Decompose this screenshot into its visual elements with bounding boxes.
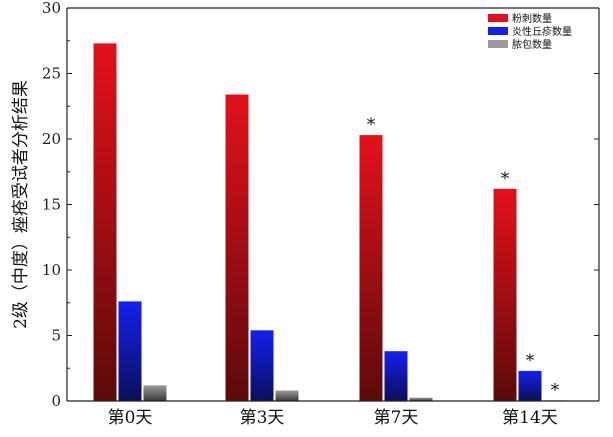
significance-marker: * bbox=[367, 115, 376, 135]
bar-2-3 bbox=[384, 351, 408, 401]
y-tick-label: 10 bbox=[42, 261, 61, 279]
bar-2-2 bbox=[250, 330, 274, 401]
y-axis-label: 2级（中度）痤疮受试者分析结果 bbox=[11, 80, 31, 329]
y-tick-label: 15 bbox=[42, 196, 61, 214]
legend-swatch bbox=[488, 27, 508, 35]
x-tick-label: 第14天 bbox=[502, 408, 558, 428]
x-tick-label: 第0天 bbox=[108, 408, 153, 428]
bar-2-1 bbox=[118, 301, 142, 401]
bar-1-4 bbox=[493, 188, 517, 401]
legend-label: 粉刺数量 bbox=[512, 12, 552, 25]
bar-1-3 bbox=[359, 135, 383, 401]
x-tick-label: 第7天 bbox=[374, 408, 419, 428]
significance-marker: * bbox=[526, 351, 535, 371]
legend-swatch bbox=[488, 40, 508, 48]
significance-marker: * bbox=[551, 380, 560, 400]
y-tick-label: 25 bbox=[42, 65, 61, 83]
bar-3-1 bbox=[143, 385, 167, 401]
bar-1-2 bbox=[225, 94, 249, 401]
bar-1-1 bbox=[93, 43, 117, 402]
bar-3-3 bbox=[409, 397, 433, 401]
significance-marker: * bbox=[501, 169, 510, 189]
legend-label: 脓包数量 bbox=[512, 38, 552, 51]
y-tick-label: 0 bbox=[51, 392, 61, 410]
bar-3-2 bbox=[275, 390, 299, 401]
legend-swatch bbox=[488, 14, 508, 22]
y-tick-label: 20 bbox=[42, 130, 61, 148]
y-tick-label: 30 bbox=[42, 0, 61, 17]
x-tick-label: 第3天 bbox=[240, 408, 285, 428]
legend-label: 炎性丘疹数量 bbox=[512, 25, 572, 38]
y-tick-label: 5 bbox=[51, 327, 61, 345]
bar-2-4 bbox=[518, 370, 542, 401]
